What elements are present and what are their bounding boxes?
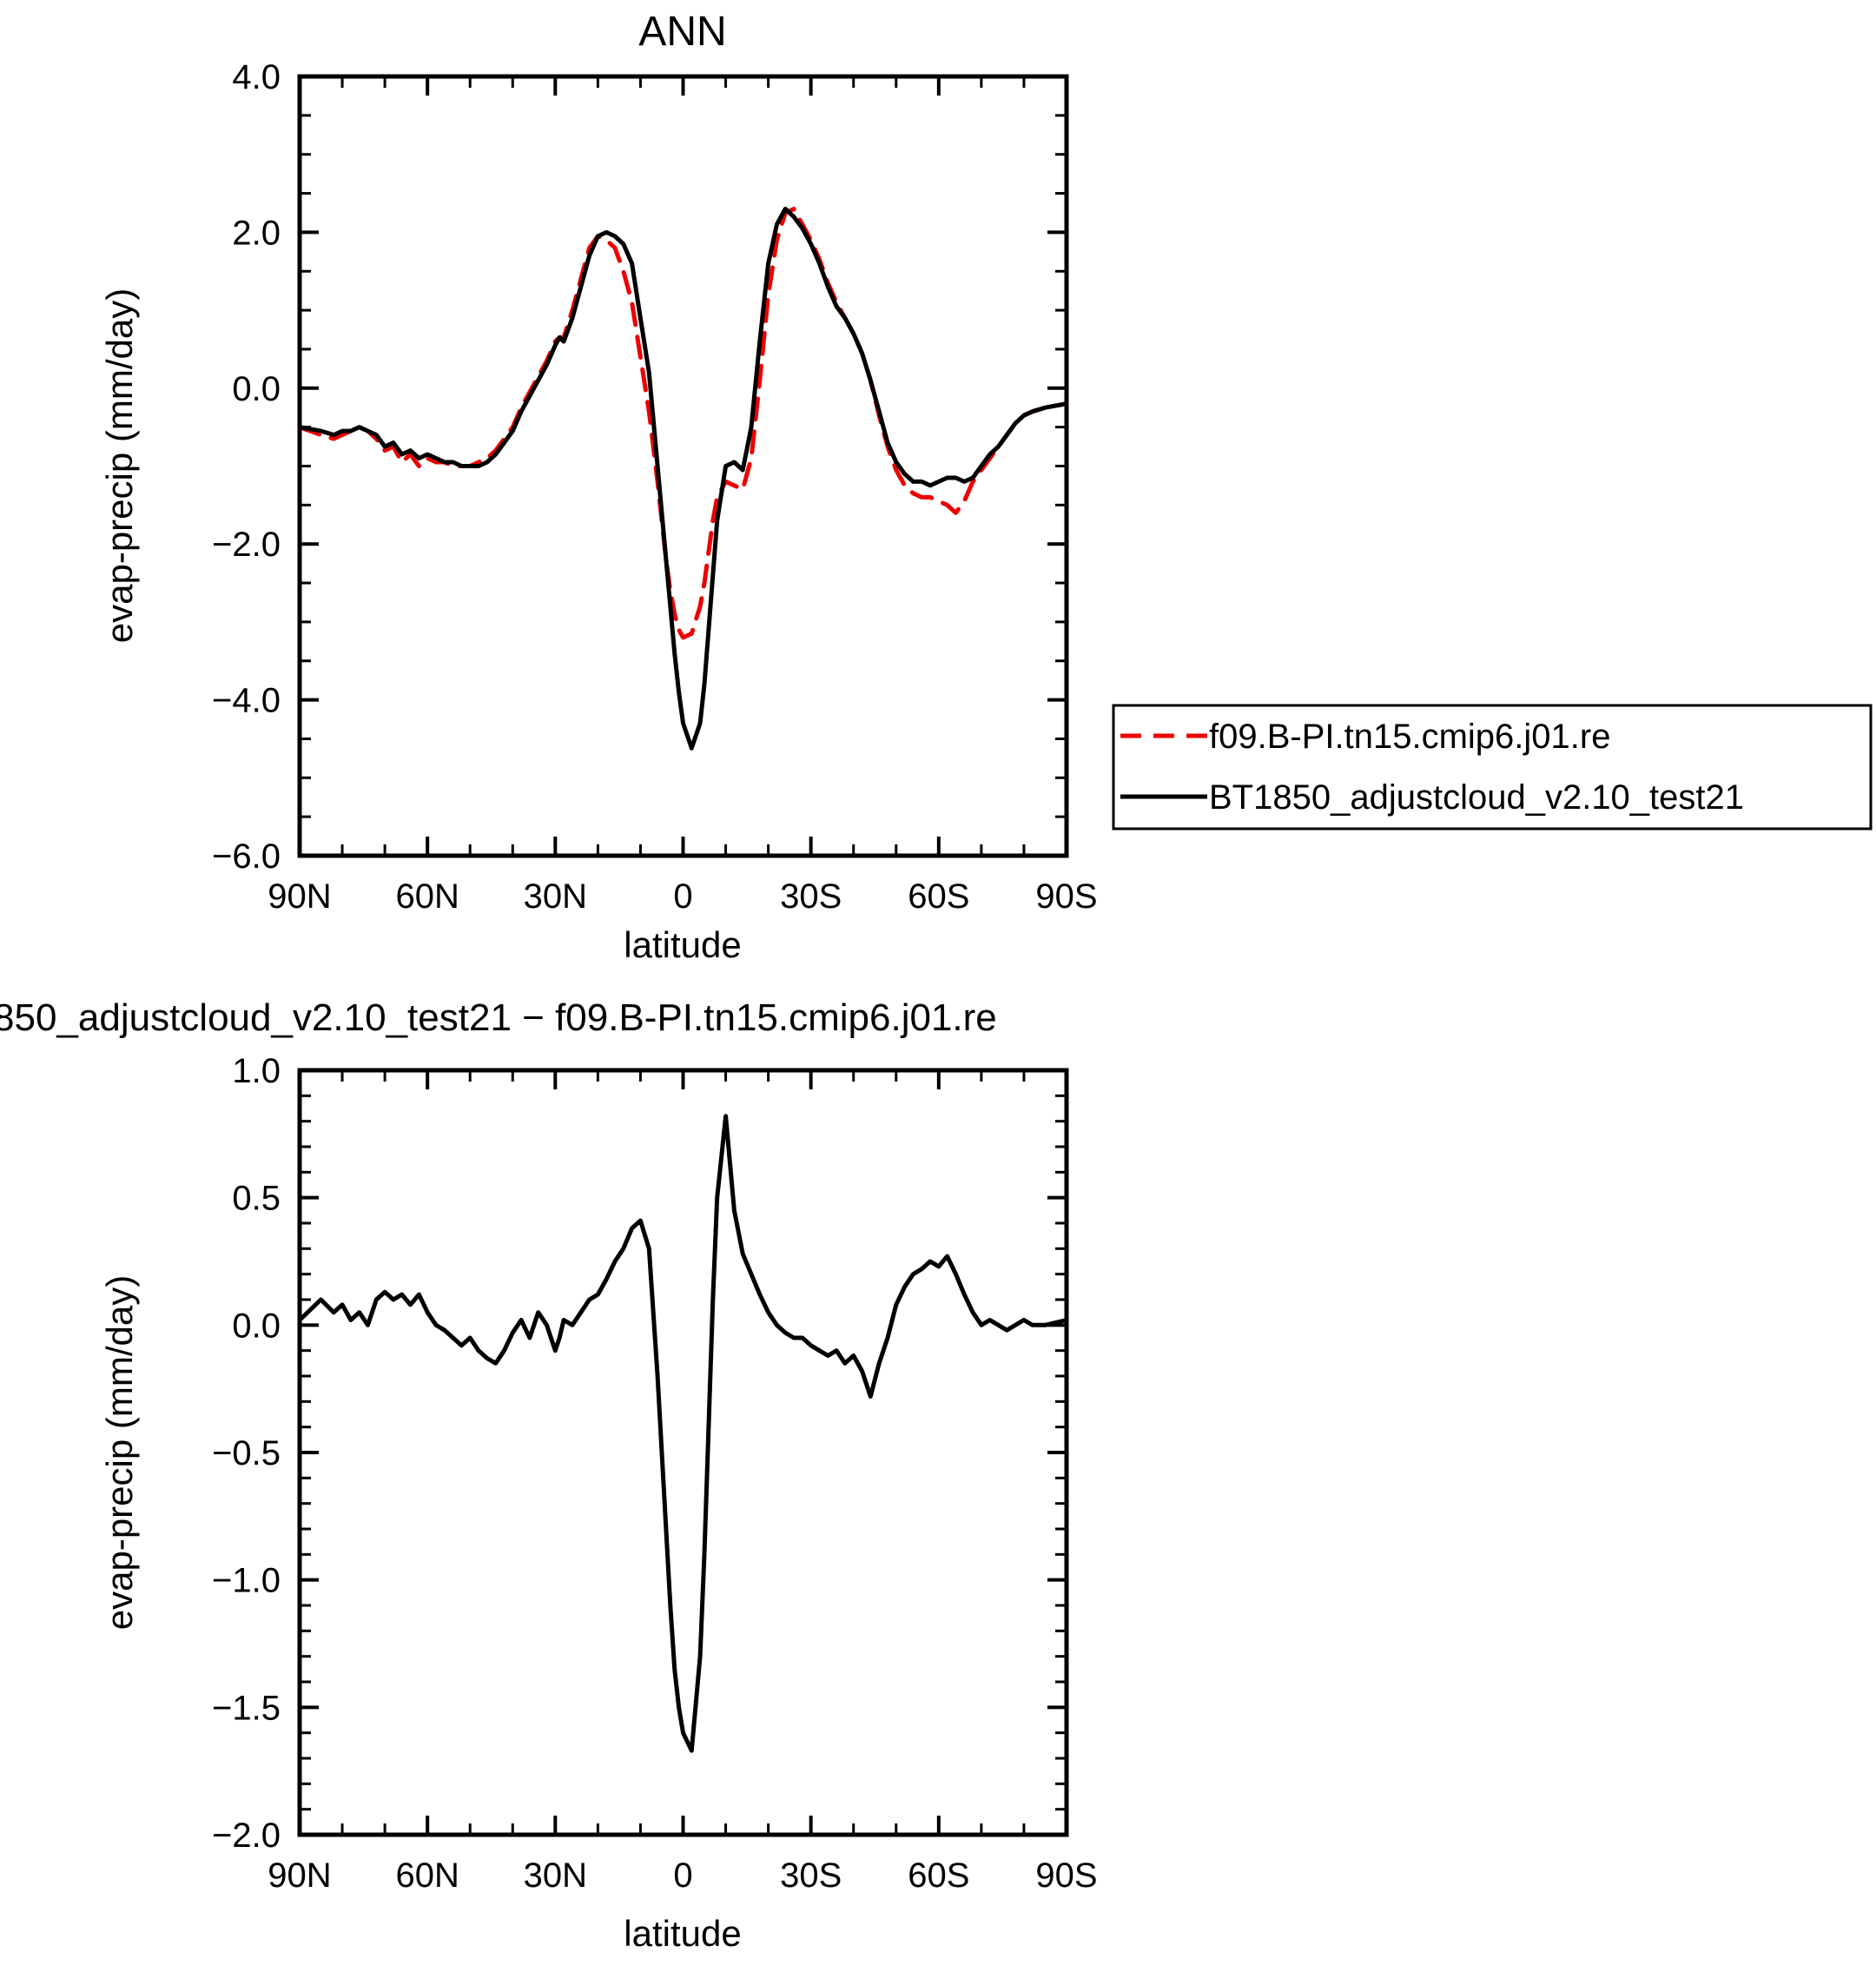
series-line-solid: [297, 1114, 1069, 1753]
plot-frame: [297, 74, 1069, 858]
x-tick-label: 90N: [268, 877, 331, 916]
y-tick-label: 0.0: [232, 370, 281, 408]
x-tick-label: 0: [673, 1856, 692, 1895]
legend: f09.B-PI.tn15.cmip6.j01.re BT1850_adjust…: [1112, 704, 1873, 830]
y-tick-label: −0.5: [212, 1434, 281, 1472]
diff-chart-ylabel: evap-precip (mm/day): [99, 1275, 140, 1630]
y-tick-label: −1.5: [212, 1689, 281, 1727]
y-tick-label: 0.0: [232, 1307, 281, 1345]
x-tick-label: 30N: [524, 877, 587, 916]
x-tick-label: 90S: [1035, 1856, 1097, 1895]
x-tick-label: 60N: [395, 1856, 459, 1895]
y-tick-label: −6.0: [212, 837, 281, 876]
diff-chart-title: 850_adjustcloud_v2.10_test21 − f09.B-PI.…: [0, 996, 997, 1039]
legend-label-bt1850: BT1850_adjustcloud_v2.10_test21: [1209, 778, 1744, 817]
x-tick-label: 60S: [908, 877, 969, 916]
x-tick-label: 60N: [395, 877, 459, 916]
top-chart-xlabel: latitude: [624, 924, 741, 965]
top-chart-title: ANN: [638, 9, 726, 55]
x-tick-label: 90N: [268, 1856, 331, 1895]
y-tick-label: −4.0: [212, 682, 281, 720]
x-tick-label: 30N: [524, 1856, 587, 1895]
series-line-dashed: [297, 207, 1069, 640]
x-tick-label: 60S: [908, 1856, 969, 1895]
top-chart-plot: 90N 60N 30N 0 30S 60S 90S −6.0 −4.0 −2.0 0.0 2.0 4.0: [212, 58, 1098, 916]
y-tick-label: −2.0: [212, 1816, 281, 1855]
legend-box: [1112, 704, 1873, 830]
y-tick-label: −2.0: [212, 526, 281, 564]
series-line-solid: [297, 207, 1069, 751]
y-tick-label: 2.0: [232, 214, 281, 252]
diff-chart-plot: 90N 60N 30N 0 30S 60S 90S −2.0 −1.5 −1.0 −0.5 0.0 0.…: [212, 1052, 1098, 1895]
x-tick-label: 30S: [780, 877, 842, 916]
diff-chart-xlabel: latitude: [624, 1913, 741, 1954]
y-tick-label: 4.0: [232, 58, 281, 96]
x-tick-label: 30S: [780, 1856, 842, 1895]
x-tick-label: 0: [673, 877, 692, 916]
legend-label-f09: f09.B-PI.tn15.cmip6.j01.re: [1209, 718, 1610, 756]
y-tick-label: −1.0: [212, 1562, 281, 1600]
y-tick-label: 0.5: [232, 1180, 281, 1218]
x-tick-label: 90S: [1035, 877, 1097, 916]
y-tick-label: 1.0: [232, 1052, 281, 1090]
top-chart-ylabel: evap-precip (mm/day): [99, 288, 140, 643]
